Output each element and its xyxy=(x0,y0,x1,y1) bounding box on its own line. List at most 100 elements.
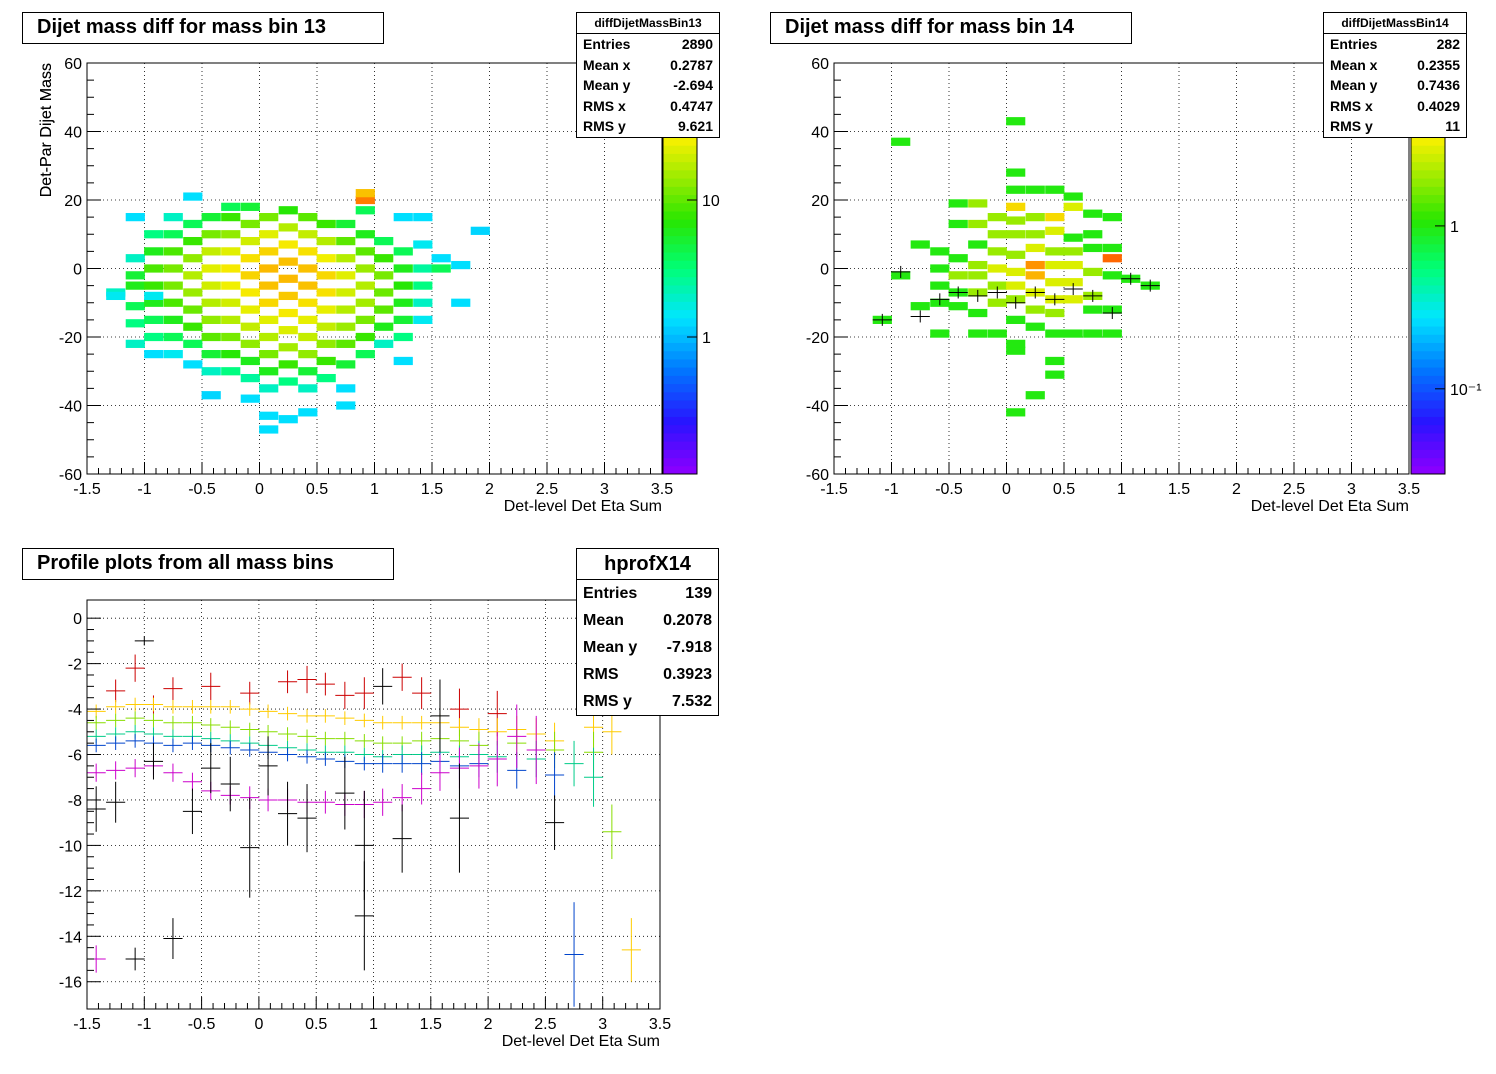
x-tick-label: -1 xyxy=(137,1016,151,1033)
heatmap-cell xyxy=(374,288,394,297)
heatmap-cell xyxy=(948,302,968,311)
x-tick-label: 0.5 xyxy=(306,481,328,498)
palette-band xyxy=(663,136,697,146)
palette-band xyxy=(1411,276,1445,286)
palette-band xyxy=(663,293,697,302)
heatmap-cell xyxy=(125,319,145,328)
x-tick-label: 1.5 xyxy=(1168,481,1190,498)
heatmap-cell xyxy=(316,254,336,263)
palette-band xyxy=(1411,326,1445,335)
heatmap-cell xyxy=(298,332,318,342)
x-tick-label: -1 xyxy=(884,481,898,498)
y-tick-label: 20 xyxy=(811,193,829,210)
palette-band xyxy=(1411,202,1445,212)
heatmap-cell xyxy=(183,236,203,246)
heatmap-cell xyxy=(278,343,298,352)
heatmap-cell xyxy=(278,308,298,318)
heatmap-cell xyxy=(221,367,241,376)
x-tick-label: 1 xyxy=(370,481,379,498)
heatmap-cell xyxy=(298,350,318,359)
heatmap-cell xyxy=(240,236,260,246)
palette-band xyxy=(1411,449,1445,459)
heatmap-cell xyxy=(259,230,279,239)
palette-band xyxy=(663,153,697,163)
x-axis-label: Det-level Det Eta Sum xyxy=(504,498,662,515)
heatmap-cell xyxy=(413,213,433,222)
heatmap-cell xyxy=(470,226,490,235)
heatmap-cell xyxy=(240,373,260,383)
panel1-stats-box: diffDijetMassBin13 Entries 2890 Mean x 0.2… xyxy=(576,12,720,138)
palette-band xyxy=(1411,416,1445,426)
x-tick-label: 0 xyxy=(255,481,264,498)
heatmap-cell xyxy=(1045,213,1065,222)
heatmap-cell xyxy=(1063,192,1083,201)
palette-band xyxy=(663,260,697,269)
palette-band xyxy=(1411,235,1445,245)
heatmap-cell xyxy=(1006,168,1026,177)
heatmap-cell xyxy=(201,281,221,290)
palette-band xyxy=(663,169,697,179)
heatmap-cell xyxy=(221,350,241,359)
palette-band xyxy=(663,367,697,376)
heatmap-cell xyxy=(1083,305,1103,314)
heatmap-cell xyxy=(1083,243,1103,253)
heatmap-cell xyxy=(1025,185,1045,194)
palette-band xyxy=(1411,342,1445,352)
y-tick-label: -14 xyxy=(59,929,82,946)
heatmap-cell xyxy=(1025,305,1045,314)
heatmap-cell xyxy=(221,264,241,273)
x-tick-label: 1.5 xyxy=(421,481,443,498)
palette-band xyxy=(663,309,697,319)
heatmap-cell xyxy=(163,332,183,342)
y-tick-label: -60 xyxy=(806,467,829,484)
heatmap-cell xyxy=(163,315,183,324)
stats-row: RMS y 9.621 xyxy=(583,118,713,134)
stats-row: Mean x 0.2355 xyxy=(1330,56,1460,73)
heatmap-cell xyxy=(163,230,183,239)
palette-band xyxy=(663,416,697,426)
heatmap-cell xyxy=(316,288,336,297)
heatmap-cell xyxy=(125,339,145,348)
palette-band xyxy=(1411,210,1445,220)
heatmap-cell xyxy=(1025,213,1045,222)
heatmap-cell xyxy=(1045,370,1065,379)
heatmap-cell xyxy=(1045,329,1065,338)
heatmap-cell xyxy=(240,202,260,211)
heatmap-cell xyxy=(1083,230,1103,239)
palette-band xyxy=(1411,153,1445,163)
palette-band xyxy=(663,227,697,237)
heatmap-cell xyxy=(1006,267,1026,277)
palette-band xyxy=(663,465,697,475)
x-tick-label: 1 xyxy=(369,1016,378,1033)
palette-band xyxy=(1411,309,1445,319)
stats-row: Mean 0.2078 xyxy=(583,612,712,629)
heatmap-cell xyxy=(201,391,221,400)
heatmap-cell xyxy=(240,356,260,366)
heatmap-cell xyxy=(1102,213,1122,222)
heatmap-cell xyxy=(240,288,260,297)
heatmap-cell xyxy=(278,206,298,215)
x-tick-label: 0.5 xyxy=(305,1016,327,1033)
palette-label: 1 xyxy=(1450,219,1459,236)
panel2-stats-box: diffDijetMassBin14 Entries 282 Mean x 0.23… xyxy=(1323,12,1467,138)
heatmap-cell xyxy=(240,254,260,263)
heatmap-cell xyxy=(374,339,394,348)
heatmap-cell xyxy=(987,230,1007,239)
heatmap-cell xyxy=(278,257,298,266)
palette-band xyxy=(663,317,697,327)
heatmap-cell xyxy=(1063,247,1083,256)
heatmap-cell xyxy=(221,247,241,256)
palette-band xyxy=(1411,227,1445,237)
heatmap-cell xyxy=(393,281,413,290)
heatmap-cell xyxy=(1083,209,1103,218)
heatmap-cell xyxy=(298,384,318,393)
stats-name: hprofX14 xyxy=(577,549,718,580)
palette-band xyxy=(663,400,697,409)
palette-band xyxy=(663,178,697,187)
heatmap-cell xyxy=(163,281,183,290)
panel3-title-text: Profile plots from all mass bins xyxy=(37,552,334,574)
stats-row: RMS y 11 xyxy=(1330,118,1460,134)
stats-row: RMS 0.3923 xyxy=(583,666,712,683)
heatmap-cell xyxy=(278,223,298,232)
heatmap-cell xyxy=(316,339,336,348)
